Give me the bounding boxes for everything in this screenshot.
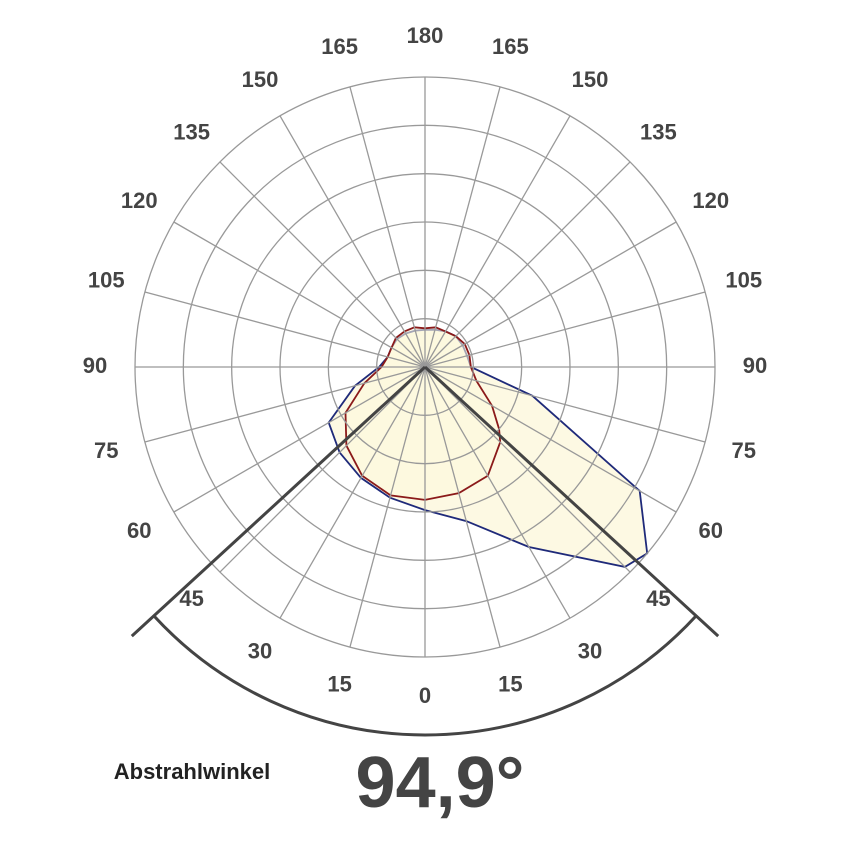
angle-label: 60: [127, 518, 151, 543]
angle-label: 180: [407, 23, 444, 48]
spoke: [219, 366, 426, 573]
angle-label: 15: [327, 672, 351, 697]
spoke: [424, 161, 631, 368]
angle-label: 105: [88, 267, 125, 292]
spoke: [424, 221, 677, 368]
beam-line: [130, 365, 427, 638]
angle-label: 0: [419, 683, 431, 708]
spoke: [279, 366, 426, 619]
angle-label: 120: [692, 188, 729, 213]
angle-label: 165: [492, 34, 529, 59]
grid: [134, 76, 716, 658]
beam-angle-value: 94,9°: [356, 743, 525, 823]
beam-arc: [152, 614, 698, 737]
spoke: [173, 366, 426, 513]
angle-label: 75: [94, 438, 118, 463]
spoke: [144, 366, 426, 443]
angle-label: 165: [321, 34, 358, 59]
beam-line: [423, 365, 720, 638]
angle-label: 105: [725, 267, 762, 292]
spoke: [424, 366, 501, 648]
angle-label: 120: [121, 188, 158, 213]
spoke: [424, 366, 677, 513]
spoke: [424, 86, 501, 368]
angle-label: 135: [173, 119, 210, 144]
spoke: [173, 221, 426, 368]
angle-label: 30: [248, 639, 272, 664]
spoke: [424, 291, 706, 368]
spoke: [279, 115, 426, 368]
angle-label: 30: [578, 639, 602, 664]
angle-label: 90: [83, 353, 107, 378]
angle-label: 150: [572, 67, 609, 92]
angle-label: 15: [498, 672, 522, 697]
spoke: [144, 291, 426, 368]
angle-label: 75: [732, 438, 756, 463]
angle-label: 150: [242, 67, 279, 92]
spoke: [424, 115, 571, 368]
beam-angle-label: Abstrahlwinkel: [114, 759, 270, 784]
angle-label: 135: [640, 119, 677, 144]
spoke: [349, 366, 426, 648]
spoke: [349, 86, 426, 368]
spoke: [219, 161, 426, 368]
spoke: [424, 366, 631, 573]
spoke: [424, 366, 571, 619]
angle-label: 60: [699, 518, 723, 543]
angle-label: 90: [743, 353, 767, 378]
spoke: [424, 366, 706, 443]
